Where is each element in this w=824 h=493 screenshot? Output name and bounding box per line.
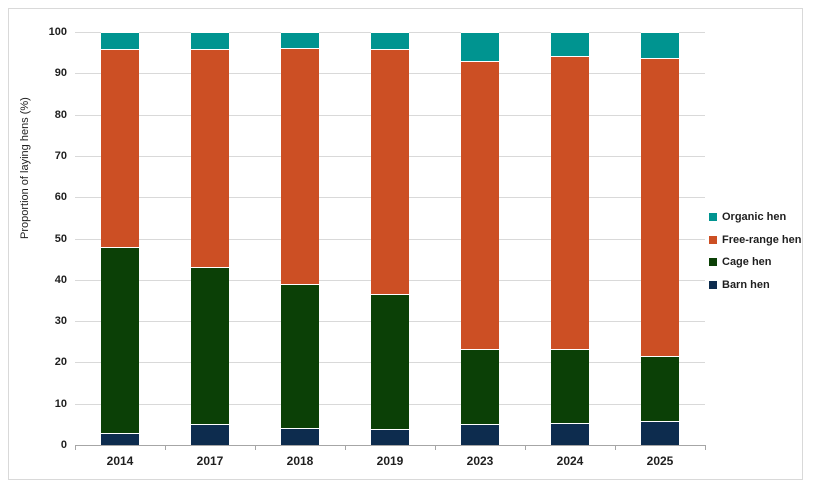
- bar-segment-organic-hen: [101, 32, 139, 49]
- y-tick-label: 60: [54, 191, 67, 204]
- legend-item-free-range-hen: Free-range hen: [709, 233, 801, 247]
- x-axis-tick: [435, 446, 436, 450]
- bar-segment-cage-hen: [191, 267, 229, 425]
- legend-item-barn-hen: Barn hen: [709, 278, 770, 292]
- bar-segment-cage-hen: [371, 294, 409, 430]
- bar-segment-cage-hen: [641, 356, 679, 422]
- legend-label: Cage hen: [722, 256, 772, 268]
- bar-segment-cage-hen: [281, 283, 319, 429]
- x-axis-tick: [345, 446, 346, 450]
- x-tick-label: 2023: [466, 454, 494, 468]
- legend-swatch-icon: [709, 258, 717, 266]
- legend-item-organic-hen: Organic hen: [709, 210, 786, 224]
- x-tick-label: 2014: [106, 454, 134, 468]
- legend-swatch-icon: [709, 213, 717, 221]
- x-axis-tick: [165, 446, 166, 450]
- bar-segment-free-range-hen: [641, 58, 679, 357]
- y-tick-label: 20: [54, 356, 67, 369]
- x-tick-label: 2019: [376, 454, 404, 468]
- legend-swatch-icon: [709, 280, 717, 289]
- bar-segment-cage-hen: [461, 349, 499, 424]
- bar-segment-barn-hen: [551, 422, 589, 445]
- bar-segment-free-range-hen: [371, 48, 409, 295]
- x-tick-label: 2017: [196, 454, 224, 468]
- y-tick-label: 30: [54, 315, 67, 328]
- bar-segment-organic-hen: [281, 32, 319, 48]
- bar-segment-barn-hen: [641, 421, 679, 445]
- bar-segment-organic-hen: [641, 32, 679, 59]
- y-tick-label: 90: [54, 67, 67, 80]
- bar-segment-barn-hen: [371, 429, 409, 445]
- legend-label: Barn hen: [722, 278, 770, 291]
- bar-segment-cage-hen: [101, 246, 139, 433]
- legend-label: Free-range hen: [722, 233, 802, 246]
- y-tick-label: 100: [48, 26, 67, 38]
- chart-frame: Proportion of laying hens (%) 0 10 20 30 40 5…: [8, 8, 803, 480]
- legend-swatch-icon: [709, 235, 717, 244]
- bar-segment-organic-hen: [191, 32, 229, 49]
- bar-segment-barn-hen: [281, 428, 319, 445]
- bar-segment-organic-hen: [461, 32, 499, 61]
- plot-area: [75, 32, 705, 445]
- x-tick-label: 2024: [556, 454, 584, 468]
- x-axis-tick: [525, 446, 526, 450]
- bar-segment-free-range-hen: [281, 47, 319, 284]
- y-tick-label: 10: [54, 397, 67, 410]
- legend-label: Organic hen: [722, 211, 787, 223]
- bar-segment-free-range-hen: [101, 48, 139, 247]
- legend-item-cage-hen: Cage hen: [709, 255, 772, 269]
- y-tick-label: 50: [54, 232, 67, 245]
- bar-segment-free-range-hen: [461, 60, 499, 350]
- y-tick-label: 0: [60, 439, 67, 451]
- y-tick-label: 80: [54, 108, 67, 121]
- bar-segment-free-range-hen: [191, 48, 229, 268]
- x-tick-label: 2025: [646, 454, 674, 468]
- y-tick-label: 70: [54, 149, 67, 162]
- bar-segment-cage-hen: [551, 349, 589, 423]
- x-axis-tick: [705, 446, 706, 450]
- bar-segment-barn-hen: [461, 423, 499, 445]
- x-tick-label: 2018: [286, 454, 314, 468]
- x-axis-tick: [255, 446, 256, 450]
- x-axis-tick: [615, 446, 616, 450]
- x-axis-line: [75, 445, 706, 446]
- bar-segment-barn-hen: [101, 432, 139, 445]
- bar-segment-free-range-hen: [551, 55, 589, 350]
- y-tick-label: 40: [54, 273, 67, 286]
- bar-segment-barn-hen: [191, 424, 229, 445]
- bar-segment-organic-hen: [551, 32, 589, 56]
- bar-segment-organic-hen: [371, 32, 409, 49]
- x-axis-tick: [75, 446, 76, 450]
